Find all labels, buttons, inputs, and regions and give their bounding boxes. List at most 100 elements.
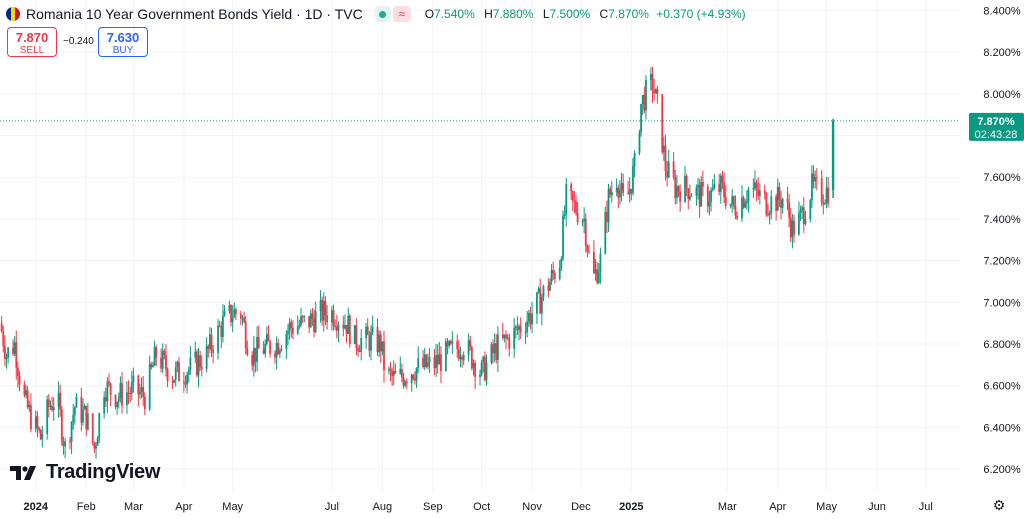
candle-body [165,355,167,370]
candle-body [109,383,112,396]
candle-body [347,315,350,334]
time-axis[interactable]: 2024 Feb Mar Apr May Jul Aug Sep Oct Nov Dec 2025 Ma… [24,501,933,513]
candle-body [539,288,542,314]
delayed-data-wave-icon[interactable]: ≈ [392,6,411,22]
candle-body [724,196,727,207]
candle-body [392,370,395,376]
candle-body [357,347,359,351]
last-price-value: 7.870% [977,116,1015,128]
candle-body [121,383,123,406]
candle-body [560,258,563,268]
candle-body [428,357,431,362]
candle-body [563,214,566,216]
candle-body [186,374,189,385]
price-axis[interactable]: 8.400%8.200%8.000%7.800%7.600%7.400%7.20… [983,5,1021,476]
candle-body [562,215,564,259]
candle-body [526,321,529,333]
candle-body [732,196,735,206]
candle-body [672,161,675,178]
candle-body [311,313,314,320]
candle-body [251,355,254,366]
candle-body [615,187,618,192]
candle-body [752,187,755,190]
candle-body [472,362,475,369]
candle-body [7,347,10,358]
close-label: C [599,7,609,21]
candle-body [69,441,71,443]
candle-body [638,132,641,154]
candle-body [565,183,568,215]
candle-body [46,399,49,435]
candle-body [531,313,533,325]
candle-body [126,392,128,406]
candle-body [321,300,324,321]
candle-body [706,186,709,207]
candle-body [254,347,257,362]
candle-body [387,368,390,371]
sell-button[interactable]: 7.870 SELL [7,27,57,57]
candle-body [139,391,141,395]
candle-body [410,374,413,383]
candle-body [365,326,368,339]
candle-body [482,356,485,363]
candle-body [95,445,97,449]
candle-body [288,322,291,331]
candle-body [415,368,418,381]
candle-body [207,345,210,349]
candle-body [36,416,39,428]
candle-body [358,350,361,352]
candle-body [98,413,101,439]
candle-body [710,190,712,202]
candle-body [52,407,55,411]
candle-body [412,374,415,379]
candle-body [801,207,804,211]
candle-body [2,331,5,347]
candle-body [480,362,483,375]
candle-body [34,416,37,430]
candle-body [334,325,337,328]
market-open-dot-icon[interactable] [374,6,391,22]
chart-settings-gear-icon[interactable]: ⚙ [992,497,1006,513]
candle-body [337,324,340,331]
candle-body [490,344,493,363]
candle-body [755,182,758,190]
bar-countdown: 02:43:28 [975,129,1018,141]
candle-body [106,381,109,402]
x-tick-label: Apr [769,501,786,513]
candle-body [780,199,782,208]
candle-body [189,357,192,370]
candle-body [152,365,154,368]
sell-label: SELL [19,45,45,56]
candle-body [508,337,511,349]
chart-grid [0,0,960,490]
candle-body [622,183,625,194]
candle-body [469,340,472,347]
candle-body [252,347,255,366]
low-value: 7.500% [549,7,591,21]
candle-body [599,253,602,272]
candle-body [228,304,231,311]
candle-body [182,381,185,383]
buy-button[interactable]: 7.630 BUY [98,27,148,57]
candle-body [150,363,153,368]
candle-body [695,187,698,196]
candle-body [550,270,553,282]
candle-body [246,348,249,356]
candle-body [187,369,190,375]
candle-body [799,210,802,213]
candle-body [287,330,289,335]
candle-body [436,355,439,365]
candle-body [812,173,815,182]
symbol-title[interactable]: Romania 10 Year Government Bonds Yield ·… [26,6,363,22]
candle-body [400,369,403,378]
tradingview-logo[interactable]: TradingView [10,461,160,484]
candle-body [285,334,288,350]
candle-body [770,196,773,213]
candle-body [3,346,6,359]
candle-body [570,183,573,192]
candle-body [588,251,590,253]
candle-body [754,182,756,188]
candle-body [218,325,221,327]
candle-body [742,197,745,208]
